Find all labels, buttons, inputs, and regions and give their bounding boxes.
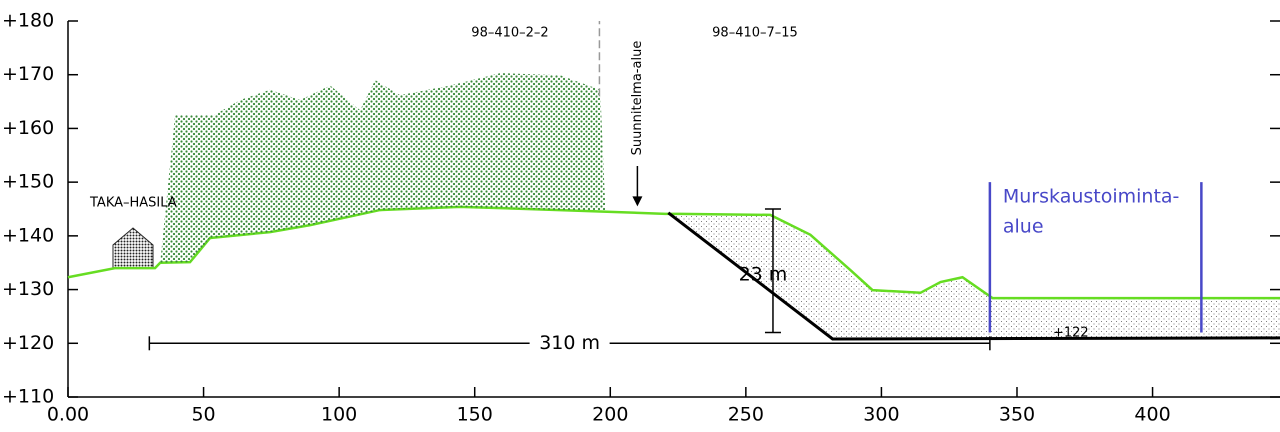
y-tick-label: +110: [2, 386, 54, 408]
forest-area: [160, 73, 606, 263]
house-icon: [112, 227, 154, 269]
annotation-label: 98–410–2–2: [471, 26, 548, 41]
annotation-label: 98–410–7–15: [712, 26, 798, 41]
arrow-head: [632, 196, 643, 207]
excavation-fill: [668, 212, 1280, 339]
y-tick-label: +170: [2, 63, 54, 85]
annotation-label: +122: [1053, 326, 1089, 341]
x-tick-label: 0.00: [47, 404, 89, 426]
x-tick-label: 150: [457, 404, 493, 426]
zone-label: alue: [1003, 216, 1044, 238]
excavation-line: [667, 211, 1280, 341]
x-tick-label: 200: [592, 404, 628, 426]
y-tick-label: +130: [2, 278, 54, 300]
y-tick-label: +160: [2, 117, 54, 139]
x-tick-label: 350: [999, 404, 1035, 426]
dimension-label: 23 m: [739, 263, 788, 285]
x-tick-label: 400: [1134, 404, 1170, 426]
y-tick-label: +140: [2, 224, 54, 246]
label-bg: [529, 331, 610, 356]
x-tick-label: 250: [728, 404, 764, 426]
x-tick-label: 100: [321, 404, 357, 426]
annotation-label: TAKA–HASILA: [89, 196, 177, 211]
zone-label: Murskaustoiminta-: [1003, 186, 1180, 208]
x-tick-label: 50: [191, 404, 215, 426]
boundary-label: Suunnitelma-alue: [630, 41, 645, 156]
y-tick-label: +150: [2, 171, 54, 193]
x-tick-label: 300: [863, 404, 899, 426]
dimension-label: 310 m: [539, 332, 600, 354]
y-tick-label: +120: [2, 332, 54, 354]
y-tick-label: +180: [2, 10, 54, 32]
